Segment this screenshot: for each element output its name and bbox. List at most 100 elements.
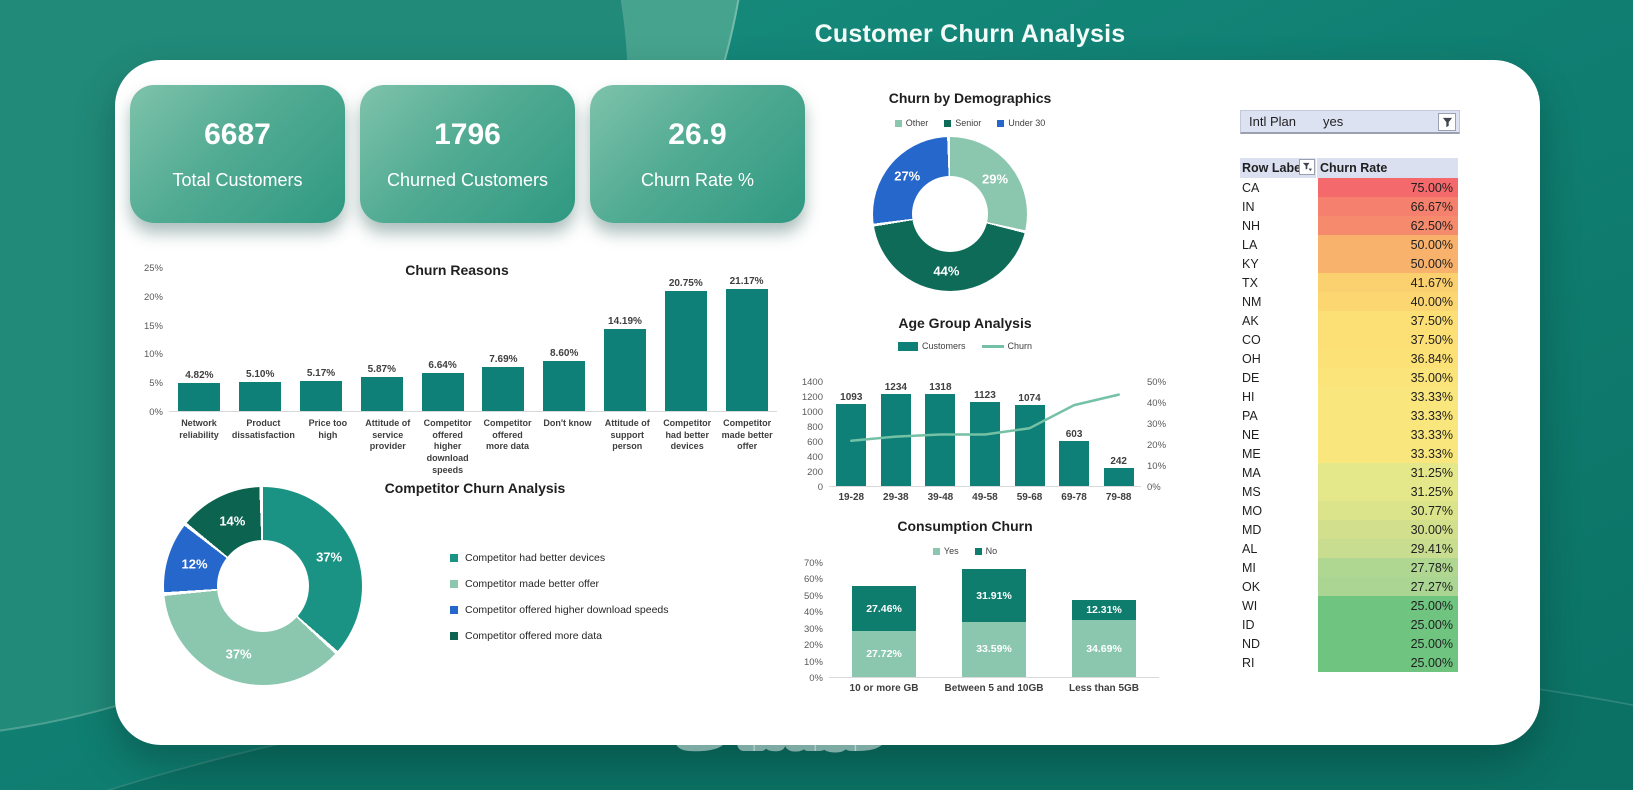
category-label: Less than 5GB — [1068, 683, 1140, 694]
churn-rate-header: Churn Rate — [1317, 158, 1458, 178]
category-label: Product dissatisfaction — [231, 418, 295, 440]
y-tick: 20% — [143, 291, 163, 303]
y-tick-left: 200 — [807, 467, 823, 478]
kpi-value: 1796 — [434, 117, 501, 151]
y-tick-left: 400 — [807, 452, 823, 463]
state-cell: LA — [1242, 237, 1258, 252]
bar — [1014, 405, 1045, 486]
swatch-icon — [450, 580, 458, 589]
category-label: 10 or more GB — [849, 683, 919, 694]
table-body: CA 75.00% IN 66.67% NH 62.50% LA 50.00% KY 50.00%… — [1240, 178, 1458, 672]
y-tick-left: 1400 — [801, 377, 823, 388]
churn-reasons-title: Churn Reasons — [405, 262, 509, 278]
legend-label: No — [985, 546, 998, 556]
kpi-label: Churned Customers — [386, 169, 549, 190]
category-label: 39-48 — [927, 492, 954, 503]
state-cell: RI — [1242, 655, 1255, 670]
swatch-icon — [974, 547, 982, 555]
segment-no: 31.91% — [962, 569, 1026, 622]
kpi-total-customers: 6687 Total Customers — [130, 85, 345, 223]
state-cell: CA — [1242, 180, 1260, 195]
state-cell: MD — [1242, 522, 1262, 537]
bar-column: 1093 — [836, 382, 867, 486]
legend-item: No — [974, 546, 998, 556]
table-row: WI 25.00% — [1240, 596, 1458, 615]
bar — [664, 291, 707, 411]
y-tick: 40% — [803, 607, 823, 619]
bar-column: 5.17% — [291, 268, 352, 411]
bar-value-label: 7.69% — [489, 353, 518, 365]
churn-rate-cell: 25.00% — [1318, 653, 1458, 672]
age-group-legend: Customers Churn — [815, 341, 1115, 351]
filter-icon[interactable] — [1438, 113, 1456, 131]
table-row: NE 33.33% — [1240, 425, 1458, 444]
y-tick: 20% — [803, 640, 823, 652]
state-cell: MA — [1242, 465, 1261, 480]
bar — [603, 329, 646, 411]
category-label: 49-58 — [972, 492, 998, 503]
y-tick-left: 600 — [807, 437, 823, 448]
bar-value-label: 20.75% — [668, 278, 703, 290]
bar — [925, 394, 956, 486]
dashboard-card: 6687 Total Customers 1796 Churned Custom… — [115, 60, 1540, 745]
table-row: ME 33.33% — [1240, 444, 1458, 463]
row-labels-header: Row Labels — [1240, 158, 1317, 178]
table-row: NM 40.00% — [1240, 292, 1458, 311]
line-swatch — [981, 344, 1004, 348]
churn-rate-cell: 27.78% — [1318, 558, 1458, 577]
age-group-title: Age Group Analysis — [898, 315, 1032, 331]
churn-line — [850, 393, 1120, 443]
y-tick: 10% — [143, 349, 163, 361]
row-labels-filter-icon[interactable] — [1299, 159, 1315, 175]
consumption-legend: Yes No — [815, 546, 1115, 556]
y-tick: 5% — [149, 378, 163, 390]
y-tick: 60% — [803, 574, 823, 586]
table-row: OH 36.84% — [1240, 349, 1458, 368]
bar-column: 1074 — [1014, 382, 1045, 486]
bar-value-label: 14.19% — [608, 316, 642, 328]
bar-value-label: 242 — [1110, 455, 1127, 467]
bar — [836, 404, 867, 486]
bar-column: 6.64% — [412, 268, 473, 411]
legend-label: Competitor offered more data — [465, 630, 602, 643]
y-tick: 70% — [803, 558, 823, 569]
table-row: MS 31.25% — [1240, 482, 1458, 501]
state-cell: OK — [1242, 579, 1261, 594]
y-tick: 15% — [143, 320, 163, 332]
churn-reasons-plot: 4.82% 5.10% 5.17% 5.87% 6.64% 7.69% 8.60% 14.19… — [169, 268, 777, 412]
category-label: Competitor offered higher download speed… — [423, 418, 472, 475]
competitor-churn-donut: 37% 37% 12% 14% — [164, 487, 362, 685]
kpi-churn-rate: 26.9 Churn Rate % — [590, 85, 805, 223]
segment-yes: 33.59% — [962, 621, 1026, 677]
table-row: MD 30.00% — [1240, 520, 1458, 539]
state-cell: ME — [1242, 446, 1261, 461]
table-row: MO 30.77% — [1240, 501, 1458, 520]
bar-column: 1318 — [925, 382, 956, 486]
state-cell: ND — [1242, 636, 1261, 651]
bar — [880, 394, 911, 486]
churn-rate-cell: 31.25% — [1318, 463, 1458, 482]
donut-hole — [217, 540, 309, 632]
bar — [482, 366, 525, 411]
churn-rate-cell: 75.00% — [1318, 178, 1458, 197]
consumption-plot: 27.46% 27.72% 31.91% 33.59% 12.31% 34.69% — [829, 563, 1159, 678]
bar-value-label: 603 — [1065, 428, 1083, 440]
category-label: Competitor had better devices — [663, 418, 712, 452]
state-cell: WI — [1242, 598, 1258, 613]
table-row: AL 29.41% — [1240, 539, 1458, 558]
legend-item: Competitor had better devices — [450, 552, 720, 565]
category-label: Attitude of service provider — [365, 418, 411, 452]
bar-value-label: 6.64% — [428, 359, 457, 371]
legend-item: Competitor made better offer — [450, 578, 720, 591]
legend-item: Competitor offered more data — [450, 630, 720, 643]
table-row: DE 35.00% — [1240, 368, 1458, 387]
consumption-x-axis: 10 or more GB Between 5 and 10GB Less than… — [829, 683, 1159, 694]
churn-rate-cell: 25.00% — [1318, 634, 1458, 653]
state-cell: OH — [1242, 351, 1261, 366]
legend-item: Senior — [944, 118, 981, 128]
row-labels-text: Row Labels — [1242, 161, 1312, 175]
legend-label: Under 30 — [1008, 118, 1046, 128]
category-label: 69-78 — [1061, 492, 1087, 503]
table-row: HI 33.33% — [1240, 387, 1458, 406]
legend-item: Churn — [981, 341, 1032, 351]
